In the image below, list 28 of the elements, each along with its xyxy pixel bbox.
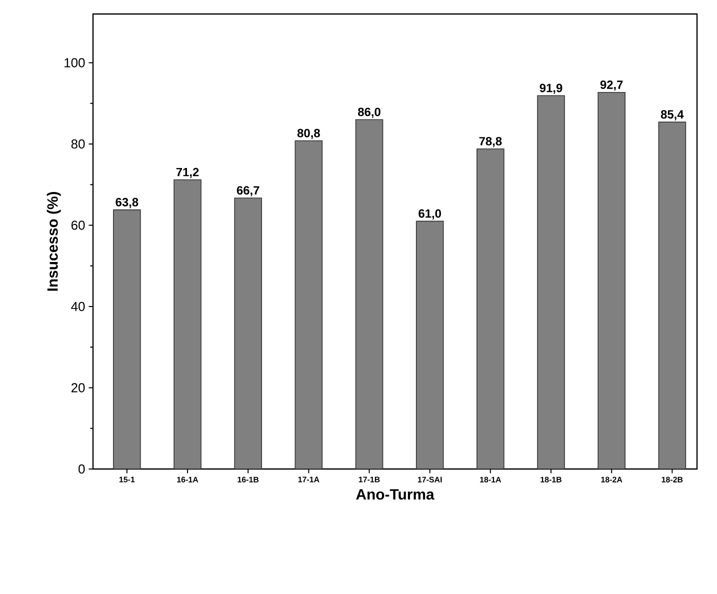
bar: [537, 95, 565, 469]
bar: [476, 148, 504, 469]
data-label: 85,4: [660, 110, 684, 120]
bar: [294, 140, 323, 469]
data-label: 91,9: [540, 84, 562, 94]
data-label: 78,8: [479, 136, 502, 148]
y-tick-label: 20: [71, 383, 85, 392]
data-label: 63,8: [116, 198, 138, 208]
y-tick-label: 0: [78, 464, 85, 474]
x-axis-title: Ano-Turma: [356, 489, 434, 500]
bar: [355, 119, 384, 469]
bar: [113, 209, 141, 469]
data-label: 66,7: [236, 186, 260, 196]
bar: [174, 179, 202, 469]
bar: [416, 220, 444, 469]
data-label: 92,7: [600, 80, 623, 91]
y-tick-label: 40: [71, 302, 85, 312]
data-label: 71,2: [176, 168, 199, 178]
bar: [234, 198, 262, 469]
y-axis-title: Insucesso (%): [46, 192, 61, 291]
data-label: 86,0: [358, 108, 380, 118]
data-label: 80,8: [297, 128, 320, 140]
data-label: 61,0: [418, 209, 441, 220]
bar: [598, 92, 626, 469]
y-tick-label: 100: [64, 58, 85, 68]
bar: [658, 122, 686, 469]
y-tick-label: 60: [71, 220, 85, 230]
y-tick-label: 80: [71, 139, 85, 149]
